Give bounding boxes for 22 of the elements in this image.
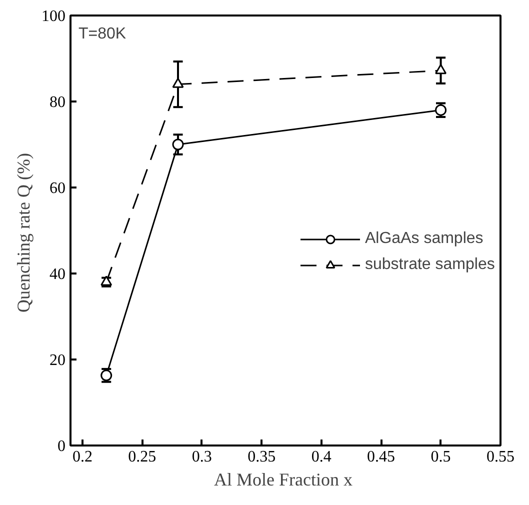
x-tick-label: 0.3 (192, 448, 212, 466)
y-axis-title: Quenching rate Q (%) (14, 153, 34, 312)
legend-label: AlGaAs samples (365, 230, 484, 248)
point (172, 78, 184, 88)
legend-label: substrate samples (365, 256, 495, 274)
point (172, 138, 184, 150)
x-tick-label: 0.45 (367, 448, 396, 466)
x-tick-label: 0.4 (311, 448, 332, 466)
y-tick-label: 60 (50, 180, 66, 197)
x-tick-label: 0.35 (248, 448, 276, 466)
y-tick-label: 40 (50, 266, 66, 283)
y-tick-label: 80 (50, 94, 66, 111)
point (435, 64, 447, 74)
x-tick-label: 0.2 (72, 448, 92, 466)
y-tick-label: 0 (58, 438, 66, 455)
y-tick-label: 20 (50, 352, 66, 369)
x-tick-label: 0.25 (128, 448, 156, 466)
x-axis-title: Al Mole Fraction x (214, 470, 352, 490)
x-tick-label: 0.55 (486, 448, 514, 466)
annotation: T=80K (78, 26, 126, 42)
y-tick-label: 100 (42, 8, 66, 25)
x-tick-label: 0.5 (430, 448, 451, 466)
